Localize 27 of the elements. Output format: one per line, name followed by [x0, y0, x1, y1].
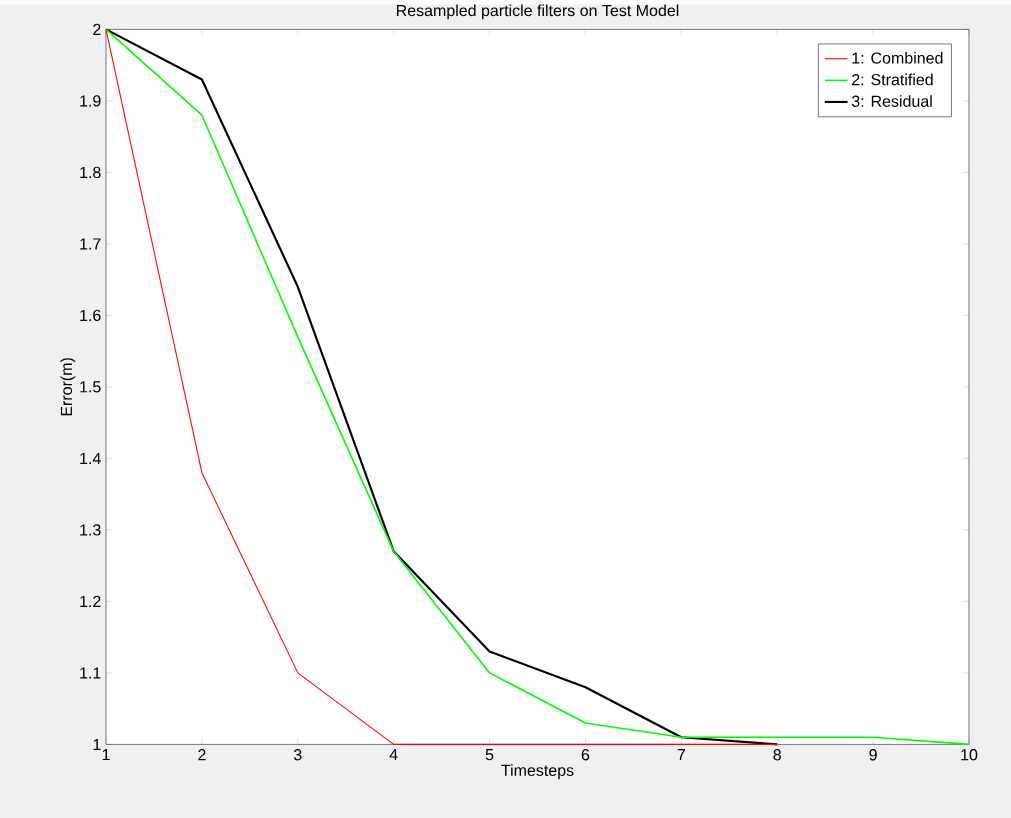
x-tick-label: 4 [389, 748, 398, 760]
y-tick-label: 1.1 [80, 667, 101, 679]
x-tick-label: 3 [293, 748, 302, 761]
x-tick-label: 8 [773, 748, 781, 761]
x-tick-label: 5 [485, 748, 494, 761]
y-tick-label: 2 [93, 23, 101, 35]
x-tick-label: 1 [102, 748, 110, 760]
y-tick-label: 1.6 [80, 309, 101, 321]
chart-title: Resampled particle filters on Test Model [396, 4, 679, 20]
x-tick-label: 2 [198, 748, 206, 761]
y-axis-title: Error(m) [60, 357, 76, 416]
y-tick-label: 1.7 [80, 238, 101, 250]
y-tick-label: 1.5 [80, 381, 101, 393]
x-tick-label: 7 [677, 748, 685, 760]
legend-label: 2: Stratified [852, 73, 933, 86]
x-tick-label: 9 [869, 748, 877, 761]
y-tick-label: 1 [93, 738, 101, 750]
y-tick-label: 1.9 [80, 95, 101, 107]
y-tick-label: 1.2 [80, 595, 101, 607]
x-axis-title: Timesteps [501, 764, 574, 779]
y-tick-label: 1.4 [80, 452, 101, 464]
x-tick-label: 10 [961, 748, 978, 761]
legend-label: 1: Combined [852, 51, 943, 64]
x-tick-label: 6 [581, 748, 590, 761]
y-tick-label: 1.8 [80, 166, 101, 178]
legend-label: 3: Residual [851, 94, 932, 107]
y-tick-label: 1.3 [80, 524, 101, 536]
